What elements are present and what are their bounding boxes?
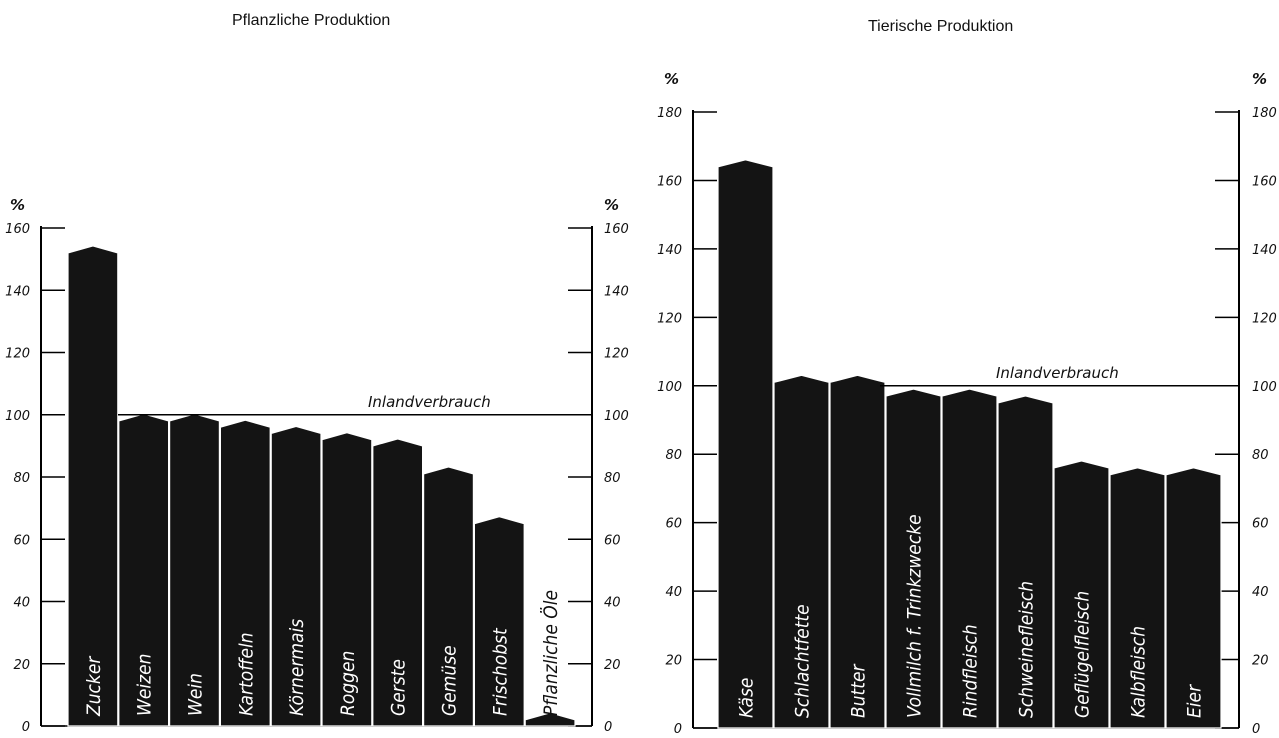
category-label-koernermais: Körnermais xyxy=(286,619,308,716)
y-tick-label-right: 20 xyxy=(1252,654,1269,669)
category-label-gerste: Gerste xyxy=(388,659,410,716)
y-tick-label-left: 140 xyxy=(657,243,682,258)
y-tick-label-left: 20 xyxy=(13,658,30,673)
y-tick-label-left: 60 xyxy=(13,533,30,548)
y-axis-unit-left: % xyxy=(664,70,679,88)
y-tick-label-right: 0 xyxy=(604,720,612,735)
bar-koernermais xyxy=(270,425,322,727)
category-label-kartoffeln: Kartoffeln xyxy=(235,632,257,716)
y-tick-label-right: 80 xyxy=(604,471,621,486)
y-tick-label-left: 40 xyxy=(13,596,30,611)
bar-gefluegelfleisch xyxy=(1053,460,1110,729)
y-tick-label-left: 80 xyxy=(665,448,682,463)
y-axis-unit-right: % xyxy=(604,196,619,214)
reference-line-label: Inlandverbrauch xyxy=(996,364,1119,382)
y-tick-label-right: 0 xyxy=(1252,722,1260,737)
reference-line-label: Inlandverbrauch xyxy=(368,393,491,411)
bar-roggen xyxy=(321,432,373,727)
chart-title-plant: Pflanzliche Produktion xyxy=(232,12,391,29)
category-label-eier: Eier xyxy=(1184,684,1206,718)
y-tick-label-right: 140 xyxy=(604,284,629,299)
y-tick-label-left: 40 xyxy=(665,585,682,600)
bar-pflanzliche-oele xyxy=(524,712,576,727)
y-tick-label-left: 180 xyxy=(657,106,682,121)
y-tick-label-right: 40 xyxy=(604,596,621,611)
category-label-pflanzliche-oele: Pflanzliche Öle xyxy=(539,590,562,716)
y-tick-label-right: 160 xyxy=(1252,174,1277,189)
bar-kartoffeln xyxy=(219,419,271,727)
y-tick-label-right: 20 xyxy=(604,658,621,673)
category-label-schweinefleisch: Schweinefleisch xyxy=(1016,581,1038,718)
y-tick-label-left: 140 xyxy=(5,284,30,299)
y-tick-label-right: 80 xyxy=(1252,448,1269,463)
bar-eier xyxy=(1165,467,1222,729)
y-tick-label-right: 160 xyxy=(604,222,629,237)
bar-weizen xyxy=(118,413,170,727)
y-tick-label-right: 140 xyxy=(1252,243,1277,258)
category-label-gefluegelfleisch: Geflügelfleisch xyxy=(1072,591,1094,718)
bar-butter xyxy=(829,374,886,729)
bar-kalbfleisch xyxy=(1109,467,1166,729)
y-tick-label-left: 0 xyxy=(22,720,30,735)
chart-plant-production: % % 0 0 20 20 40 40 60 60 80 80 100 100 120 120 140 140 16… xyxy=(5,196,629,735)
y-tick-label-right: 60 xyxy=(1252,517,1269,532)
category-label-kaese: Käse xyxy=(736,678,758,718)
bar-rindfleisch xyxy=(941,388,998,729)
bar-zucker xyxy=(67,245,119,727)
y-tick-label-right: 100 xyxy=(1252,380,1277,395)
y-tick-label-right: 120 xyxy=(1252,311,1277,326)
category-label-weizen: Weizen xyxy=(134,653,156,716)
category-label-butter: Butter xyxy=(848,664,870,718)
category-label-roggen: Roggen xyxy=(337,651,359,716)
y-tick-label-right: 180 xyxy=(1252,106,1277,121)
category-label-vollmilch-f-trinkzwecke: Vollmilch f. Trinkzwecke xyxy=(904,514,926,718)
y-tick-label-left: 120 xyxy=(5,347,30,362)
y-axis-unit-right: % xyxy=(1252,70,1267,88)
y-tick-label-right: 100 xyxy=(604,409,629,424)
bar-gemuese xyxy=(423,466,474,727)
category-label-zucker: Zucker xyxy=(83,656,105,717)
bar-vollmilch-f-trinkzwecke xyxy=(885,388,942,729)
bar-frischobst xyxy=(473,516,525,727)
bar-schweinefleisch xyxy=(997,395,1054,729)
category-label-rindfleisch: Rindfleisch xyxy=(960,624,982,718)
category-label-schlachtfette: Schlachtfette xyxy=(792,604,814,718)
chart-animal-production: % % 0 0 20 20 40 40 60 60 80 80 100 100 120 120 140 140 16… xyxy=(657,70,1277,737)
y-tick-label-left: 100 xyxy=(657,380,682,395)
y-tick-label-left: 0 xyxy=(674,722,682,737)
y-tick-label-left: 60 xyxy=(665,517,682,532)
y-tick-label-right: 60 xyxy=(604,533,621,548)
y-tick-label-left: 100 xyxy=(5,409,30,424)
category-label-frischobst: Frischobst xyxy=(489,627,511,716)
y-tick-label-right: 120 xyxy=(604,347,629,362)
y-tick-label-left: 120 xyxy=(657,311,682,326)
category-label-wein: Wein xyxy=(185,673,207,716)
category-label-kalbfleisch: Kalbfleisch xyxy=(1128,626,1150,718)
y-tick-label-left: 20 xyxy=(665,654,682,669)
y-tick-label-left: 80 xyxy=(13,471,30,486)
y-tick-label-right: 40 xyxy=(1252,585,1269,600)
bar-wein xyxy=(169,413,220,727)
bar-gerste xyxy=(372,438,424,727)
category-label-gemuese: Gemüse xyxy=(439,645,461,716)
bar-kaese xyxy=(717,159,774,729)
y-tick-label-left: 160 xyxy=(5,222,30,237)
y-tick-label-left: 160 xyxy=(657,174,682,189)
bar-schlachtfette xyxy=(773,374,830,729)
chart-title-animal: Tierische Produktion xyxy=(868,18,1014,35)
y-axis-unit-left: % xyxy=(10,196,25,214)
